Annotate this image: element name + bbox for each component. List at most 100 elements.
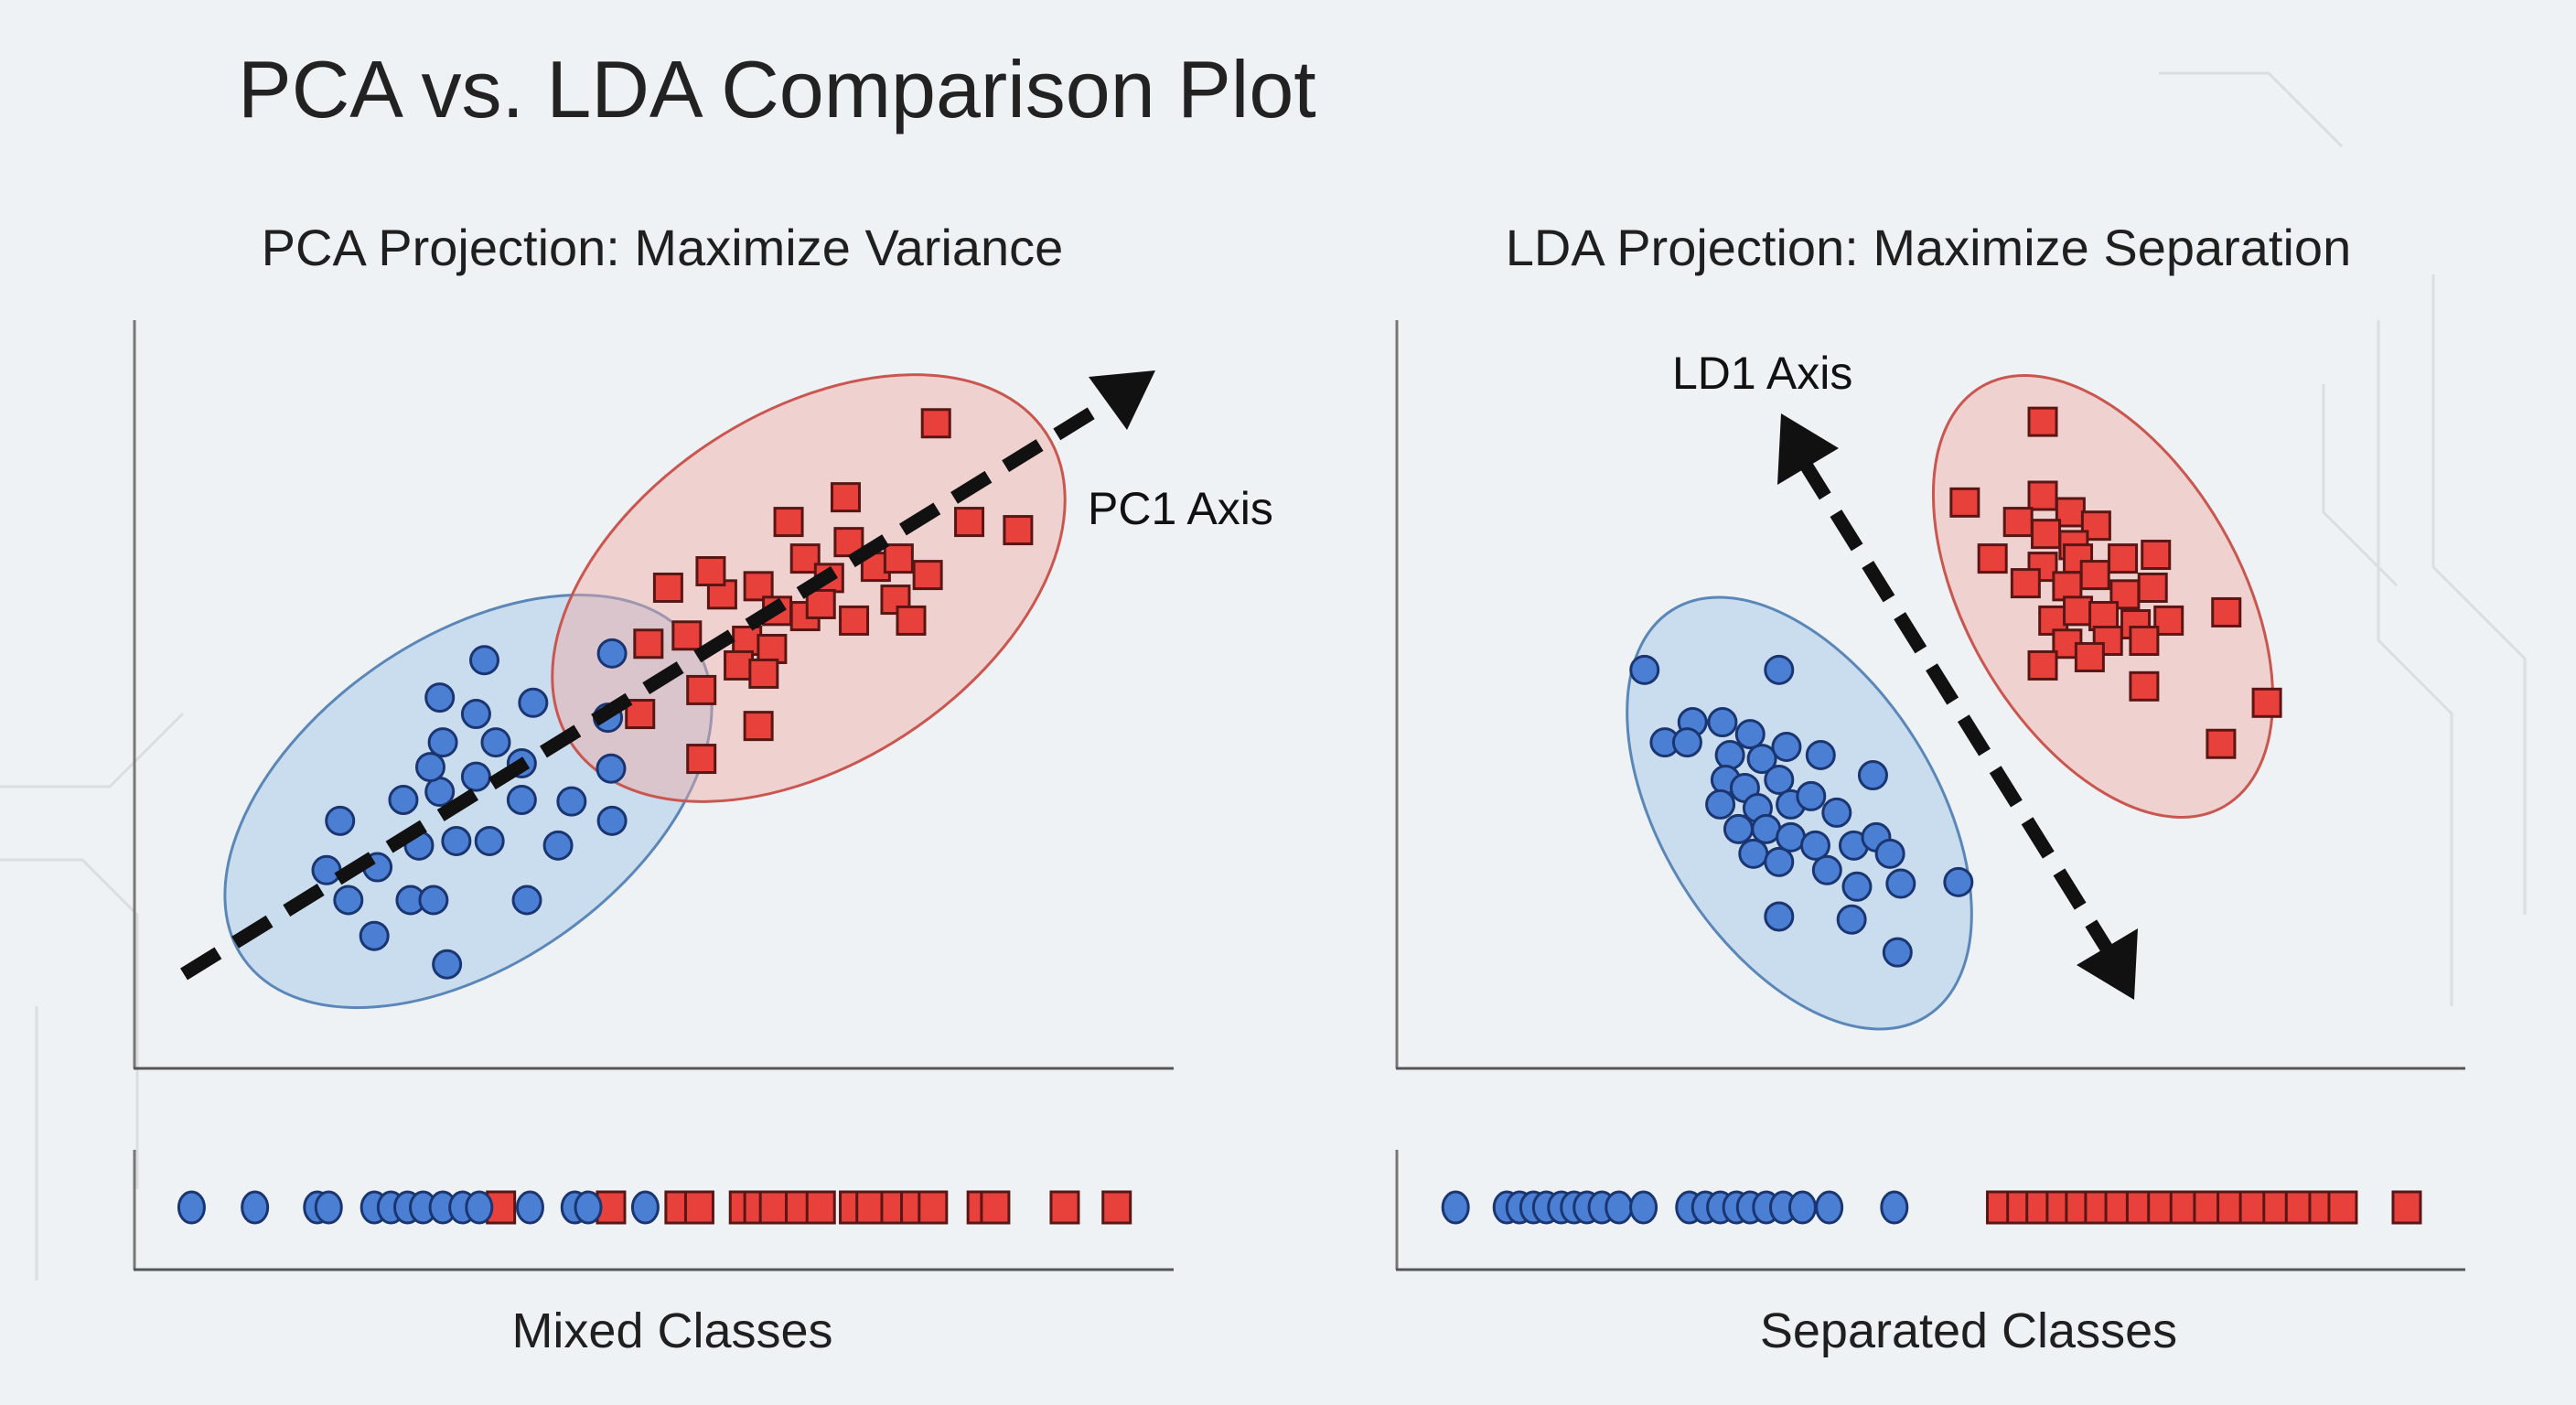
class-b-point: [2031, 519, 2062, 550]
class-b-point: [2027, 406, 2058, 437]
projected-class-b-point: [805, 1190, 836, 1225]
class-b-point: [954, 507, 985, 538]
class-a-point: [427, 727, 458, 758]
projected-class-a-point: [1815, 1190, 1844, 1225]
class-b-point: [671, 620, 703, 651]
class-a-point: [542, 830, 574, 861]
class-b-point: [686, 674, 717, 705]
class-a-point: [1943, 866, 1974, 897]
projected-class-a-point: [1629, 1190, 1658, 1225]
arrowhead-icon: [1089, 370, 1155, 430]
pca-subtitle: PCA Projection: Maximize Variance: [262, 219, 1064, 276]
class-a-point: [1671, 727, 1702, 758]
projected-class-b-point: [1049, 1190, 1080, 1225]
class-b-point: [2027, 480, 2058, 511]
class-a-point: [1885, 868, 1916, 899]
projected-class-b-point: [980, 1190, 1011, 1225]
class-b-point: [652, 572, 683, 603]
class-b-point: [2206, 728, 2237, 759]
class-a-point: [468, 645, 499, 676]
pca-projection-points: [177, 1190, 1132, 1225]
class-b-point: [2080, 510, 2111, 542]
class-b-point: [1977, 543, 2008, 574]
class-a-point: [424, 682, 456, 713]
circuit-background-decoration: [0, 71, 2527, 1281]
projected-class-b-point: [758, 1190, 789, 1225]
arrowhead-up-icon: [1777, 413, 1839, 485]
projected-class-a-point: [465, 1190, 494, 1225]
class-a-point: [1764, 654, 1795, 685]
class-b-point: [2002, 507, 2034, 538]
class-a-point: [1707, 707, 1738, 738]
lda-panel: LDA Projection: Maximize Separation LD1 …: [1395, 219, 2465, 1358]
class-a-point: [556, 786, 587, 817]
class-b-point: [2027, 649, 2058, 681]
class-a-point: [596, 753, 627, 784]
projected-class-b-point: [2327, 1190, 2358, 1225]
class-a-point: [1771, 732, 1802, 763]
projected-class-a-point: [177, 1190, 206, 1225]
class-b-point: [743, 711, 774, 742]
page-title: PCA vs. LDA Comparison Plot: [238, 44, 1316, 134]
class-b-point: [830, 482, 861, 513]
class-b-point: [839, 605, 870, 636]
class-a-point: [1857, 760, 1888, 791]
class-a-point: [460, 699, 491, 730]
class-b-point: [920, 408, 951, 439]
class-b-point: [773, 507, 804, 538]
class-b-point: [2010, 568, 2041, 599]
projected-class-a-point: [1605, 1190, 1634, 1225]
class-b-point: [1003, 515, 1034, 546]
projected-class-a-point: [515, 1190, 544, 1225]
class-a-point: [432, 949, 463, 980]
class-b-point: [805, 588, 836, 619]
class-a-point: [596, 805, 628, 836]
class-a-point: [1764, 846, 1795, 877]
class-a-point: [1734, 719, 1766, 750]
class-a-point: [333, 885, 364, 916]
class-a-point: [1841, 871, 1873, 902]
class-a-point: [418, 885, 449, 916]
projected-class-a-point: [630, 1190, 660, 1225]
class-b-point: [748, 658, 779, 689]
class-b-point: [2129, 625, 2160, 656]
class-b-point: [2079, 560, 2110, 591]
class-b-point: [724, 649, 755, 681]
class-a-point: [518, 687, 549, 718]
lda-projection-label: Separated Classes: [1760, 1303, 2177, 1358]
class-b-point: [2108, 543, 2139, 574]
class-b-point: [2251, 687, 2282, 718]
class-a-point: [1723, 813, 1754, 844]
class-b-point: [883, 543, 914, 574]
class-b-point: [1949, 487, 1980, 518]
projected-class-a-point: [1880, 1190, 1909, 1225]
projected-class-b-point: [855, 1190, 886, 1225]
class-b-point: [695, 556, 726, 587]
class-b-point: [2055, 497, 2086, 528]
class-b-point: [833, 527, 864, 558]
class-a-point: [1629, 654, 1660, 685]
class-b-point: [633, 628, 664, 660]
class-b-point: [896, 605, 927, 636]
projected-class-b-point: [683, 1190, 714, 1225]
class-b-point: [743, 571, 774, 602]
class-a-point: [414, 752, 445, 783]
class-a-point: [1811, 854, 1842, 885]
arrowhead-down-icon: [2077, 928, 2138, 1000]
lda-projection-points: [1441, 1190, 2422, 1225]
class-a-point: [1882, 937, 1913, 968]
class-a-point: [596, 638, 628, 669]
lda-points: [1629, 406, 2282, 968]
ld1-axis-label: LD1 Axis: [1672, 348, 1852, 399]
class-a-point: [388, 785, 419, 816]
class-b-point: [2137, 572, 2168, 603]
class-b-point: [2211, 596, 2242, 627]
class-a-point: [325, 805, 356, 836]
class-b-point: [686, 744, 717, 775]
ld1-axis-arrow: [1777, 413, 2138, 1000]
class-b-point: [2153, 605, 2184, 636]
class-a-point: [1836, 904, 1867, 935]
class-a-point: [359, 920, 390, 951]
class-a-point: [511, 885, 542, 916]
pc1-axis-arrow: [180, 370, 1155, 981]
